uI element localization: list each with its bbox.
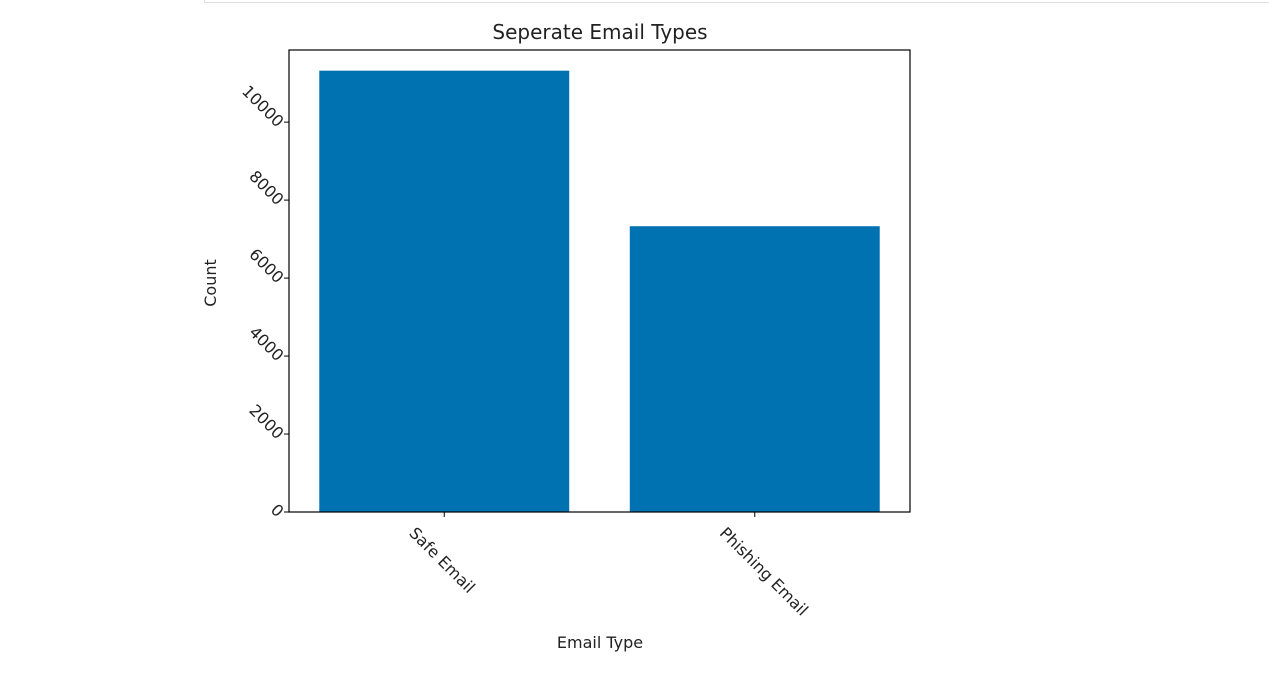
y-tick-label: 6000 [245, 245, 287, 287]
y-axis-label: Count [201, 259, 220, 307]
x-axis-ticks: Safe Email Phishing Email [405, 512, 812, 620]
y-tick-label: 8000 [245, 167, 287, 209]
bar-phishing-email [629, 226, 880, 512]
x-tick-label: Safe Email [405, 523, 478, 596]
cell-border [204, 0, 1269, 3]
y-tick-label: 4000 [245, 323, 287, 365]
y-tick-label: 2000 [245, 401, 287, 443]
bars-group [319, 70, 880, 512]
plot-frame [288, 49, 911, 513]
y-tick-label: 0 [267, 500, 288, 521]
bar-safe-email [319, 70, 570, 512]
y-axis-ticks: 0 2000 4000 6000 8000 10000 [238, 82, 289, 521]
x-tick-label: Phishing Email [716, 523, 812, 619]
chart-title: Seperate Email Types [492, 20, 707, 44]
x-axis-label: Email Type [557, 633, 643, 652]
y-tick-label: 10000 [238, 82, 287, 131]
